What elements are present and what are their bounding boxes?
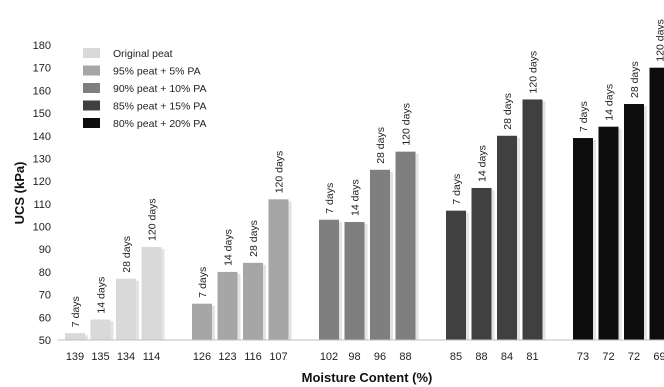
y-tick-label: 110 bbox=[33, 199, 51, 211]
bar bbox=[243, 262, 263, 340]
legend-label: 85% peat + 15% PA bbox=[113, 101, 207, 113]
data-label: 28 days bbox=[629, 61, 641, 98]
data-label: 120 days bbox=[401, 103, 413, 146]
x-tick-label: 85 bbox=[450, 351, 462, 363]
data-label: 120 days bbox=[528, 51, 540, 94]
legend-swatch bbox=[83, 118, 100, 128]
data-label: 7 days bbox=[324, 183, 336, 214]
x-tick-label: 72 bbox=[602, 351, 614, 363]
data-label: 28 days bbox=[248, 220, 260, 257]
data-label: 14 days bbox=[350, 179, 362, 216]
bar bbox=[141, 246, 162, 340]
legend: Original peat 95% peat + 5% PA 90% peat + … bbox=[83, 48, 207, 130]
legend-label: Original peat bbox=[113, 48, 173, 60]
x-tick-label: 88 bbox=[399, 351, 411, 363]
y-tick-label: 50 bbox=[39, 335, 51, 347]
data-label: 14 days bbox=[604, 84, 616, 121]
x-tick-label: 114 bbox=[143, 351, 161, 363]
bar bbox=[446, 210, 466, 340]
bar bbox=[522, 99, 543, 340]
x-tick-label: 84 bbox=[501, 351, 513, 363]
data-label: 28 days bbox=[121, 236, 133, 273]
bar bbox=[598, 126, 619, 340]
data-label: 14 days bbox=[96, 277, 108, 314]
bar bbox=[497, 135, 517, 340]
data-label: 14 days bbox=[477, 145, 489, 182]
bar bbox=[471, 187, 492, 340]
y-tick-label: 130 bbox=[33, 153, 51, 165]
legend-swatch bbox=[83, 48, 100, 58]
bar bbox=[268, 199, 289, 340]
bar bbox=[395, 151, 416, 340]
x-tick-label: 102 bbox=[320, 351, 338, 363]
x-tick-label: 126 bbox=[193, 351, 211, 363]
x-tick-label: 88 bbox=[475, 351, 487, 363]
x-tick-label: 98 bbox=[348, 351, 360, 363]
data-label: 7 days bbox=[451, 174, 463, 205]
bar bbox=[116, 278, 136, 340]
y-tick-label: 100 bbox=[33, 222, 51, 234]
y-tick-label: 170 bbox=[33, 63, 51, 75]
data-label: 28 days bbox=[502, 93, 514, 130]
legend-label: 95% peat + 5% PA bbox=[113, 66, 201, 78]
bar bbox=[649, 67, 664, 340]
bar bbox=[217, 271, 238, 340]
legend-swatch bbox=[83, 100, 100, 111]
y-axis: 50 60 70 80 90 100 110 120 130 140 150 160 170 180 bbox=[33, 40, 51, 347]
bar bbox=[573, 138, 593, 340]
x-axis: 139 135 134 114 126 123 116 107 102 98 96 88 85 88 84 8… bbox=[58, 339, 664, 363]
x-tick-label: 123 bbox=[218, 351, 236, 363]
x-tick-label: 139 bbox=[66, 351, 84, 363]
bar bbox=[344, 222, 365, 340]
y-tick-label: 140 bbox=[33, 131, 51, 143]
x-tick-label: 73 bbox=[577, 351, 589, 363]
data-label: 28 days bbox=[375, 127, 387, 164]
legend-label: 90% peat + 10% PA bbox=[113, 83, 207, 95]
y-axis-title: UCS (kPa) bbox=[12, 162, 27, 225]
data-label: 120 days bbox=[147, 198, 159, 241]
y-tick-label: 80 bbox=[39, 267, 51, 279]
x-tick-label: 107 bbox=[269, 351, 287, 363]
bar bbox=[370, 169, 390, 340]
x-axis-title: Moisture Content (%) bbox=[302, 370, 433, 385]
data-label: 14 days bbox=[223, 229, 235, 266]
data-label: 7 days bbox=[70, 296, 82, 327]
legend-label: 80% peat + 20% PA bbox=[113, 118, 207, 130]
y-tick-label: 150 bbox=[33, 108, 51, 120]
data-label: 120 days bbox=[274, 151, 286, 194]
legend-swatch bbox=[83, 83, 100, 93]
bar bbox=[90, 319, 111, 340]
y-tick-label: 70 bbox=[39, 290, 51, 302]
x-tick-label: 116 bbox=[244, 351, 262, 363]
bar bbox=[192, 303, 212, 340]
y-tick-label: 60 bbox=[39, 312, 51, 324]
y-tick-label: 90 bbox=[39, 244, 51, 256]
bar bbox=[624, 104, 644, 340]
x-tick-label: 72 bbox=[628, 351, 640, 363]
bars: 7 days 14 days 28 days 120 days 7 days 14 day… bbox=[65, 19, 664, 340]
y-tick-label: 160 bbox=[33, 85, 51, 97]
x-tick-label: 69 bbox=[653, 351, 664, 363]
legend-swatch bbox=[83, 65, 100, 76]
bar bbox=[319, 219, 339, 340]
x-tick-label: 135 bbox=[91, 351, 109, 363]
data-label: 7 days bbox=[197, 267, 209, 298]
y-tick-label: 120 bbox=[33, 176, 51, 188]
x-tick-label: 96 bbox=[374, 351, 386, 363]
y-tick-label: 180 bbox=[33, 40, 51, 52]
data-label: 120 days bbox=[655, 19, 664, 62]
bar bbox=[65, 333, 85, 340]
x-tick-label: 134 bbox=[117, 351, 135, 363]
x-tick-label: 81 bbox=[526, 351, 538, 363]
data-label: 7 days bbox=[578, 101, 590, 132]
